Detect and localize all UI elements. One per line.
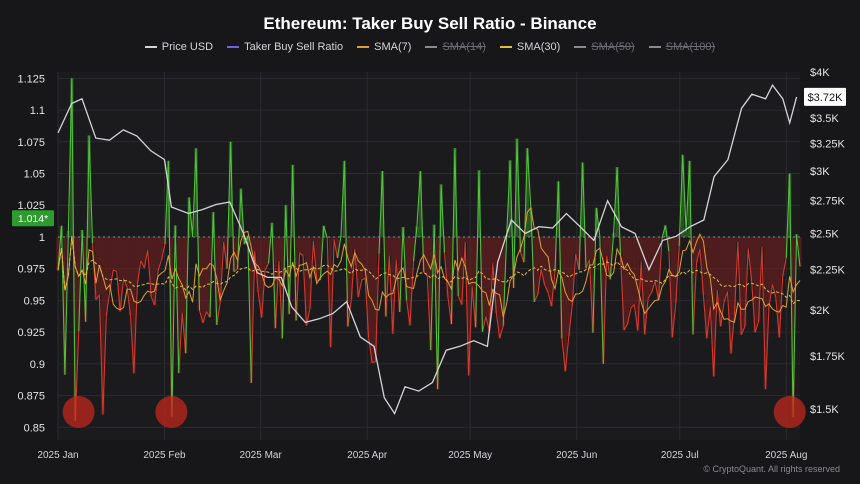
y-right-tick-label: $2K xyxy=(810,305,830,317)
y-left-tick-label: 0.9 xyxy=(30,359,45,371)
legend-label: SMA(14) xyxy=(442,41,486,53)
y-right-tick-label: $3.5K xyxy=(810,113,839,125)
legend-item-sma-100[interactable]: SMA(100) xyxy=(648,41,716,53)
y-left-tick-label: 0.875 xyxy=(17,391,45,403)
y-right-tick-label: $2.25K xyxy=(810,265,846,277)
y-left-tick-label: 1.125 xyxy=(17,73,45,85)
y-right-tick-label: $2.5K xyxy=(810,228,839,240)
x-tick-label: 2025 Aug xyxy=(765,450,807,461)
legend-swatch xyxy=(144,46,157,48)
y-right-tick-label: $1.75K xyxy=(810,351,846,363)
x-tick-label: 2025 Jun xyxy=(556,450,597,461)
legend-swatch xyxy=(648,46,661,48)
highlighted-low-marker xyxy=(62,396,95,428)
y-left-tick-label: 0.925 xyxy=(17,327,45,339)
y-left-tick-label: 1.05 xyxy=(24,169,45,181)
copyright-watermark: © CryptoQuant. All rights reserved xyxy=(703,464,840,474)
y-left-tick-label: 0.95 xyxy=(24,295,45,307)
legend-label: SMA(50) xyxy=(591,41,635,53)
legend-label: Price USD xyxy=(161,41,214,53)
x-tick-label: 2025 Jul xyxy=(661,450,699,461)
chart-title: Ethereum: Taker Buy Sell Ratio - Binance xyxy=(263,14,597,33)
price-badge-label: $3.72K xyxy=(808,92,844,104)
y-left-tick-label: 0.85 xyxy=(24,422,45,434)
legend-item-sma-14[interactable]: SMA(14) xyxy=(425,41,486,53)
legend-item-price-usd[interactable]: Price USD xyxy=(144,41,214,53)
y-right-tick-label: $3K xyxy=(810,166,830,178)
y-left-tick-label: 1.025 xyxy=(17,200,45,212)
y-left-tick-label: 1 xyxy=(39,232,45,244)
legend-swatch xyxy=(425,46,438,48)
y-left-tick-label: 1.1 xyxy=(30,105,45,117)
legend-item-taker-buy-sell-ratio[interactable]: Taker Buy Sell Ratio xyxy=(227,41,343,53)
legend-label: SMA(30) xyxy=(516,41,561,53)
y-right-tick-label: $2.75K xyxy=(810,196,846,208)
x-tick-label: 2025 Mar xyxy=(240,450,283,461)
legend-item-sma-50[interactable]: SMA(50) xyxy=(574,41,635,53)
price-badge-background xyxy=(804,87,846,106)
y-left-tick-label: 1.075 xyxy=(17,137,45,149)
legend-label: SMA(7) xyxy=(374,41,412,53)
legend-swatch xyxy=(574,46,587,48)
current-ratio-badge: 1.014* xyxy=(12,210,54,227)
legend-item-sma-7[interactable]: SMA(7) xyxy=(357,41,411,53)
x-tick-label: 2025 Feb xyxy=(143,450,186,461)
legend-swatch xyxy=(357,46,370,48)
legend-label: Taker Buy Sell Ratio xyxy=(244,41,344,53)
sma-30-line xyxy=(57,236,801,305)
legend-swatch xyxy=(499,46,512,48)
ratio-below-one-fill xyxy=(56,236,802,421)
highlighted-low-marker xyxy=(155,396,188,428)
y-right-tick-label: $1.5K xyxy=(810,404,839,416)
y-right-tick-label: $4K xyxy=(810,67,830,79)
x-tick-label: 2025 Jan xyxy=(37,450,78,461)
y-right-tick-label: $3.25K xyxy=(810,138,846,150)
highlighted-low-marker xyxy=(773,396,806,428)
chart-legend: Price USD Taker Buy Sell Ratio SMA(7) SMA(1… xyxy=(0,41,860,53)
price-usd-line xyxy=(57,83,798,416)
legend-label: SMA(100) xyxy=(665,41,716,53)
x-tick-label: 2025 May xyxy=(448,450,492,461)
legend-item-sma-30[interactable]: SMA(30) xyxy=(499,41,561,53)
current-price-badge: $3.72K xyxy=(804,87,846,106)
legend-swatch xyxy=(227,46,240,48)
ratio-badge-label: 1.014* xyxy=(18,213,48,225)
ratio-badge-background xyxy=(12,210,54,227)
x-tick-label: 2025 Apr xyxy=(347,450,388,461)
y-left-tick-label: 0.975 xyxy=(17,264,45,276)
